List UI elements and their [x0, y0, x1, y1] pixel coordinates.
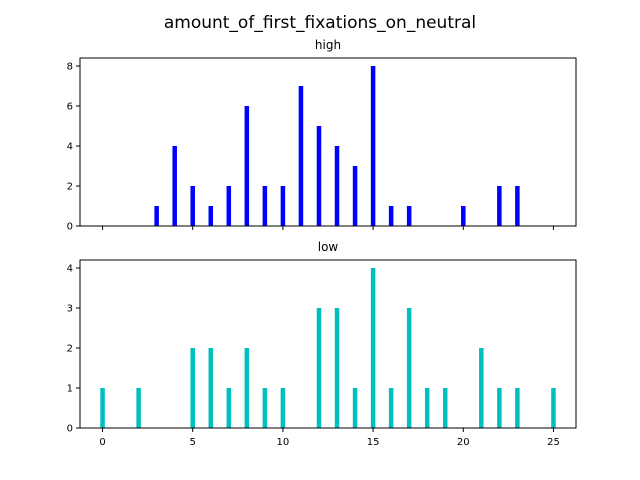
- panel-high-bars: [154, 66, 520, 226]
- bar-low-21: [479, 348, 484, 428]
- chart-title: amount_of_first_fixations_on_neutral: [164, 13, 476, 33]
- bar-high-13: [334, 146, 340, 226]
- panel-low-bars: [100, 268, 556, 428]
- y-tick-label-high-0: 0: [67, 222, 73, 233]
- y-tick-label-high-8: 8: [67, 62, 73, 73]
- bar-high-17: [406, 206, 412, 226]
- bar-low-25: [551, 388, 556, 428]
- x-tick-label-0: 0: [99, 437, 105, 448]
- bar-low-13: [334, 308, 340, 428]
- bar-high-5: [190, 186, 195, 226]
- bar-high-8: [244, 106, 250, 226]
- panel-low-x-axis: 0 5 10 15 20 25: [99, 428, 560, 448]
- bar-high-6: [208, 206, 214, 226]
- x-tick-label-5: 5: [190, 437, 196, 448]
- bar-high-11: [298, 86, 304, 226]
- bar-low-0: [100, 388, 105, 428]
- bar-low-15: [370, 268, 376, 428]
- y-tick-label-high-2: 2: [67, 182, 73, 193]
- bar-low-7: [226, 388, 232, 428]
- bar-high-7: [226, 186, 232, 226]
- bar-low-14: [352, 388, 358, 428]
- y-tick-label-low-0: 0: [67, 424, 73, 435]
- bar-low-19: [442, 388, 448, 428]
- bar-low-2: [136, 388, 141, 428]
- bar-low-22: [497, 388, 502, 428]
- panel-high: high 0 2 4 6 8: [67, 38, 577, 233]
- y-tick-label-low-4: 4: [67, 264, 73, 275]
- bar-low-16: [388, 388, 394, 428]
- y-tick-label-low-3: 3: [67, 304, 73, 315]
- x-tick-label-25: 25: [547, 437, 560, 448]
- bar-low-8: [244, 348, 250, 428]
- x-tick-label-10: 10: [277, 437, 290, 448]
- panel-low-frame: [79, 259, 577, 429]
- y-tick-label-high-6: 6: [67, 102, 73, 113]
- bar-high-3: [154, 206, 159, 226]
- panel-high-x-axis: [102, 226, 554, 230]
- bar-low-17: [406, 308, 412, 428]
- bar-high-22: [497, 186, 502, 226]
- panel-high-title: high: [315, 38, 341, 52]
- panel-low-title: low: [318, 240, 339, 254]
- bar-high-23: [515, 186, 520, 226]
- bar-low-9: [262, 388, 268, 428]
- panel-high-y-axis: 0 2 4 6 8: [67, 62, 80, 233]
- bar-high-10: [280, 186, 286, 226]
- bar-low-5: [190, 348, 195, 428]
- bar-high-12: [316, 126, 322, 226]
- bar-low-10: [280, 388, 286, 428]
- bar-low-12: [316, 308, 322, 428]
- bar-low-23: [515, 388, 520, 428]
- bar-low-18: [424, 388, 430, 428]
- y-tick-label-high-4: 4: [67, 142, 73, 153]
- panel-low: low 0 1 2 3 4 0 5 10 15 20 25: [67, 240, 577, 448]
- bar-high-4: [172, 146, 177, 226]
- y-tick-label-low-1: 1: [67, 384, 73, 395]
- y-tick-label-low-2: 2: [67, 344, 73, 355]
- panel-low-y-axis: 0 1 2 3 4: [67, 264, 80, 435]
- x-tick-label-15: 15: [367, 437, 380, 448]
- bar-high-20: [461, 206, 466, 226]
- x-tick-label-20: 20: [457, 437, 470, 448]
- bar-high-9: [262, 186, 268, 226]
- bar-high-15: [370, 66, 376, 226]
- bar-high-14: [352, 166, 358, 226]
- bar-high-16: [388, 206, 394, 226]
- panel-high-frame: [79, 57, 577, 227]
- bar-low-6: [208, 348, 214, 428]
